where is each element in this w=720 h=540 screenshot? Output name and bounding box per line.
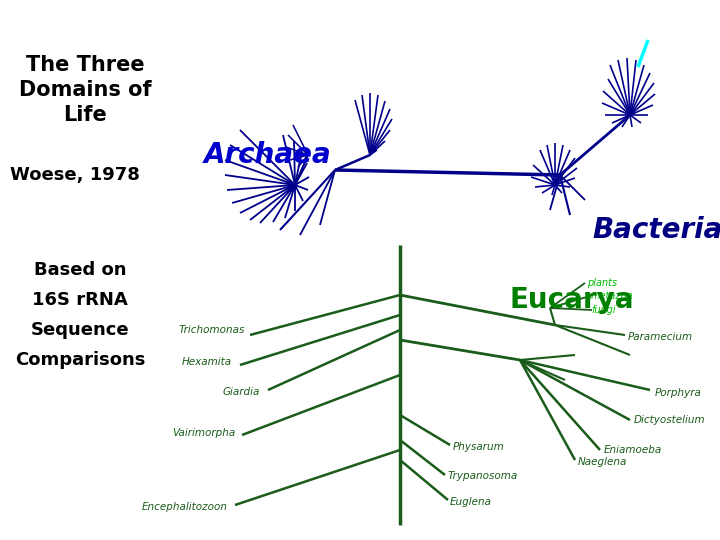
Text: Hexamita: Hexamita (182, 357, 232, 367)
Text: Bacteria: Bacteria (593, 216, 720, 244)
Text: Dictyostelium: Dictyostelium (634, 415, 706, 425)
Text: Sequence: Sequence (31, 321, 130, 339)
Text: Archaea: Archaea (204, 141, 332, 169)
Text: Comparisons: Comparisons (15, 351, 145, 369)
Text: Paramecium: Paramecium (628, 332, 693, 342)
Text: Life: Life (63, 105, 107, 125)
Text: Encephalitozoon: Encephalitozoon (142, 502, 228, 512)
Text: Eniamoeba: Eniamoeba (604, 445, 662, 455)
Text: Vairimorpha: Vairimorpha (172, 428, 235, 438)
Text: Porphyra: Porphyra (655, 388, 702, 398)
Text: Woese, 1978: Woese, 1978 (10, 166, 140, 184)
Text: Physarum: Physarum (453, 442, 505, 452)
Text: fungi: fungi (591, 305, 616, 315)
Text: Giardia: Giardia (222, 387, 260, 397)
Text: Naeglena: Naeglena (578, 457, 627, 467)
Text: Domains of: Domains of (19, 80, 151, 100)
Text: 16S rRNA: 16S rRNA (32, 291, 128, 309)
Text: Eucarya: Eucarya (510, 286, 634, 314)
Text: Based on: Based on (34, 261, 126, 279)
Text: metazna: metazna (591, 291, 634, 301)
Text: Euglena: Euglena (450, 497, 492, 507)
Text: plants: plants (587, 278, 617, 288)
Text: Trypanosoma: Trypanosoma (448, 471, 518, 481)
Text: Trichomonas: Trichomonas (179, 325, 245, 335)
Text: The Three: The Three (26, 55, 144, 75)
